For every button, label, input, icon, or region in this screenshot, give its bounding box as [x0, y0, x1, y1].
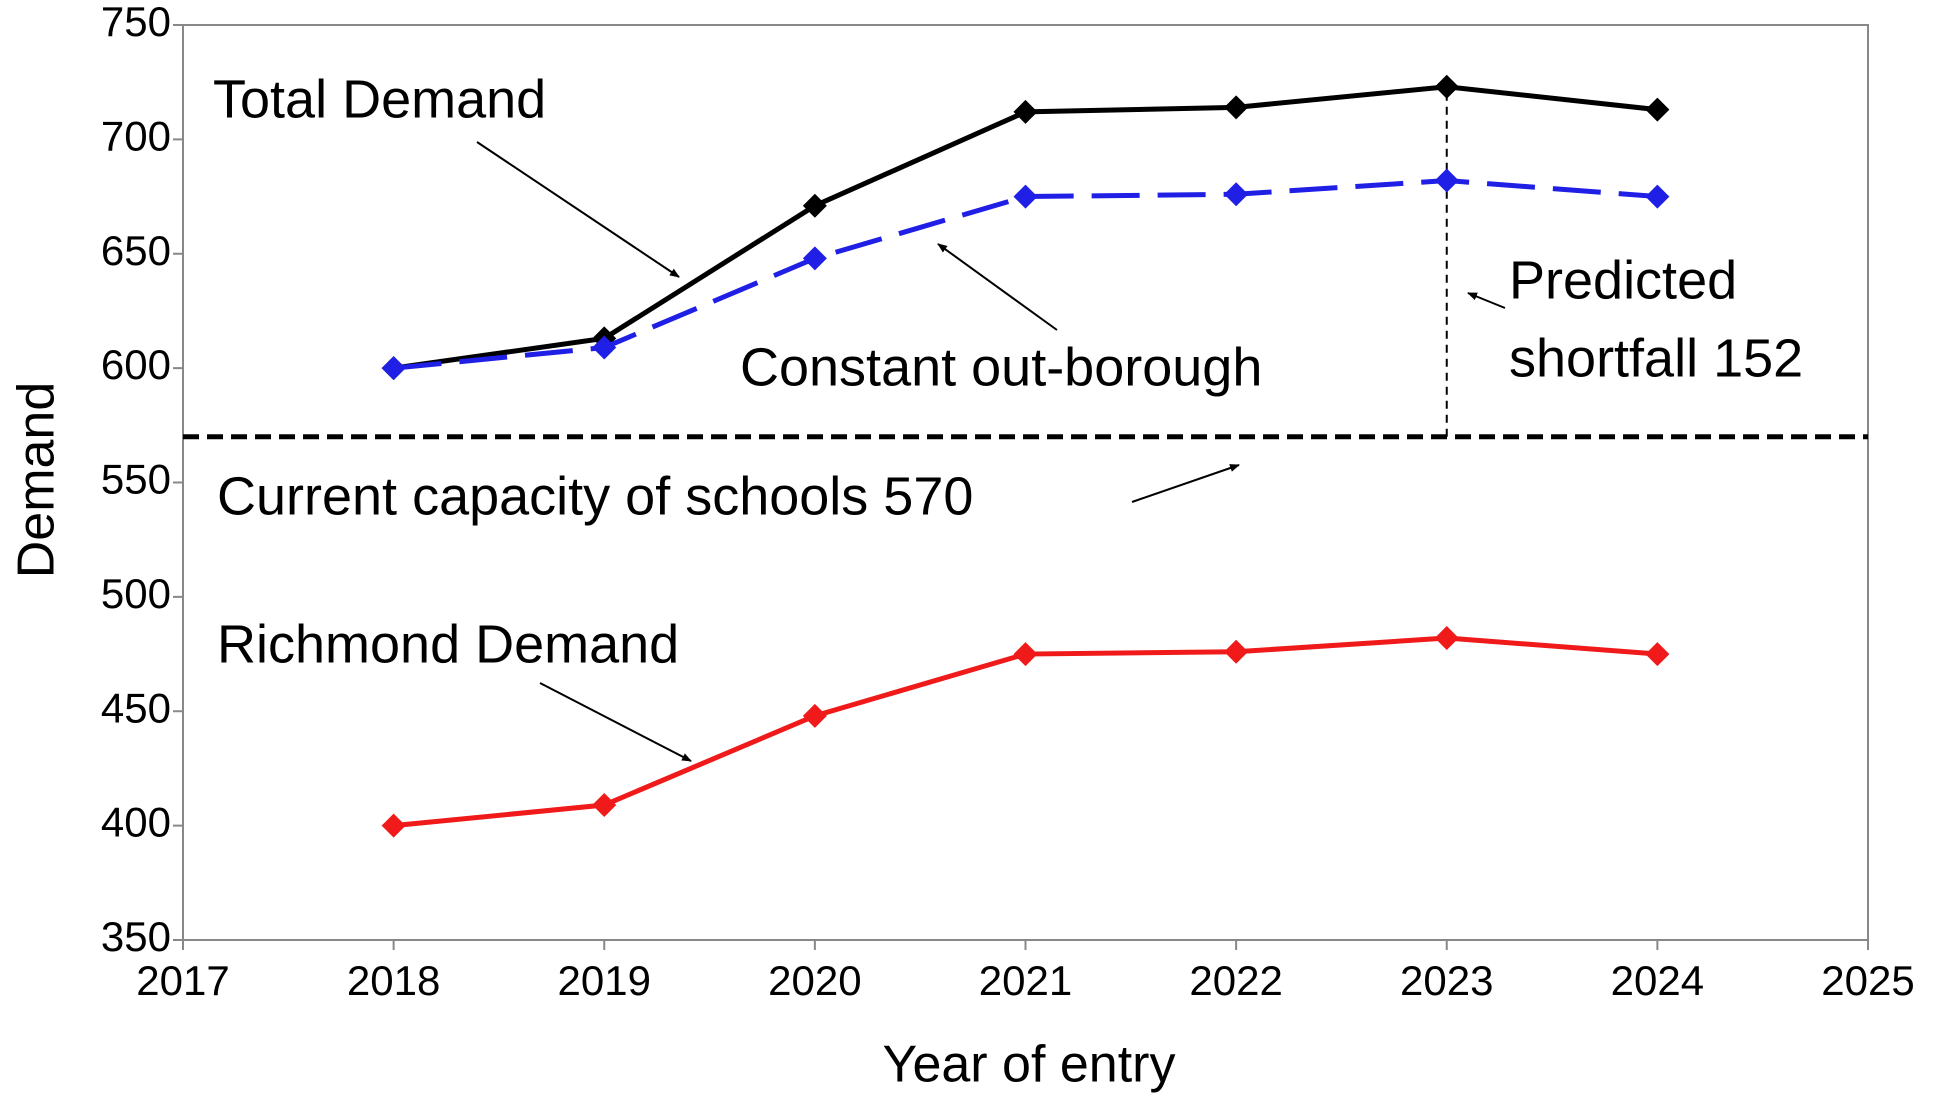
data-point — [802, 703, 827, 728]
data-point — [1434, 626, 1459, 651]
x-tick-label: 2020 — [768, 957, 861, 1004]
annotation: Constant out-borough — [740, 337, 1262, 397]
data-point — [381, 356, 406, 381]
x-tick-label: 2024 — [1611, 957, 1704, 1004]
data-point — [1645, 97, 1670, 122]
data-point — [1013, 99, 1038, 124]
x-tick-label: 2018 — [347, 957, 440, 1004]
x-tick-label: 2023 — [1400, 957, 1493, 1004]
data-point — [1434, 74, 1459, 99]
x-tick-label: 2021 — [979, 957, 1072, 1004]
annotation-arrow — [1467, 292, 1506, 309]
x-tick-label: 2019 — [558, 957, 651, 1004]
annotation: shortfall 152 — [1509, 328, 1803, 388]
y-tick-label: 550 — [101, 456, 171, 503]
data-point — [381, 813, 406, 838]
y-tick-label: 350 — [101, 913, 171, 960]
annotation-arrow — [1131, 464, 1240, 503]
data-point — [1224, 95, 1249, 120]
data-point — [1224, 182, 1249, 207]
x-tick-label: 2022 — [1189, 957, 1282, 1004]
series-line — [393, 84, 1658, 371]
annotation-arrow — [539, 682, 692, 762]
annotation: Current capacity of schools 570 — [217, 466, 973, 526]
data-point — [1645, 642, 1670, 667]
annotation: Richmond Demand — [217, 614, 679, 674]
data-point — [1013, 642, 1038, 667]
data-point — [1434, 168, 1459, 193]
y-tick-label: 650 — [101, 227, 171, 274]
x-axis-label: Year of entry — [883, 1036, 1176, 1094]
x-tick-label: 2025 — [1821, 957, 1914, 1004]
annotation-arrow — [476, 141, 680, 278]
y-tick-label: 700 — [101, 112, 171, 159]
y-tick-label: 500 — [101, 570, 171, 617]
y-tick-label: 400 — [101, 799, 171, 846]
data-point — [1224, 639, 1249, 664]
annotation: Predicted — [1509, 250, 1737, 310]
y-axis-label: Demand — [8, 382, 66, 579]
data-point — [1645, 184, 1670, 209]
y-tick-label: 750 — [101, 0, 171, 45]
data-point — [802, 246, 827, 271]
data-point — [802, 193, 827, 218]
y-tick-label: 600 — [101, 341, 171, 388]
y-tick-label: 450 — [101, 684, 171, 731]
data-point — [1013, 184, 1038, 209]
x-tick-label: 2017 — [136, 957, 229, 1004]
annotation: Total Demand — [213, 69, 546, 129]
annotation-arrow — [937, 243, 1058, 331]
data-point — [592, 335, 617, 360]
data-point — [592, 793, 617, 818]
